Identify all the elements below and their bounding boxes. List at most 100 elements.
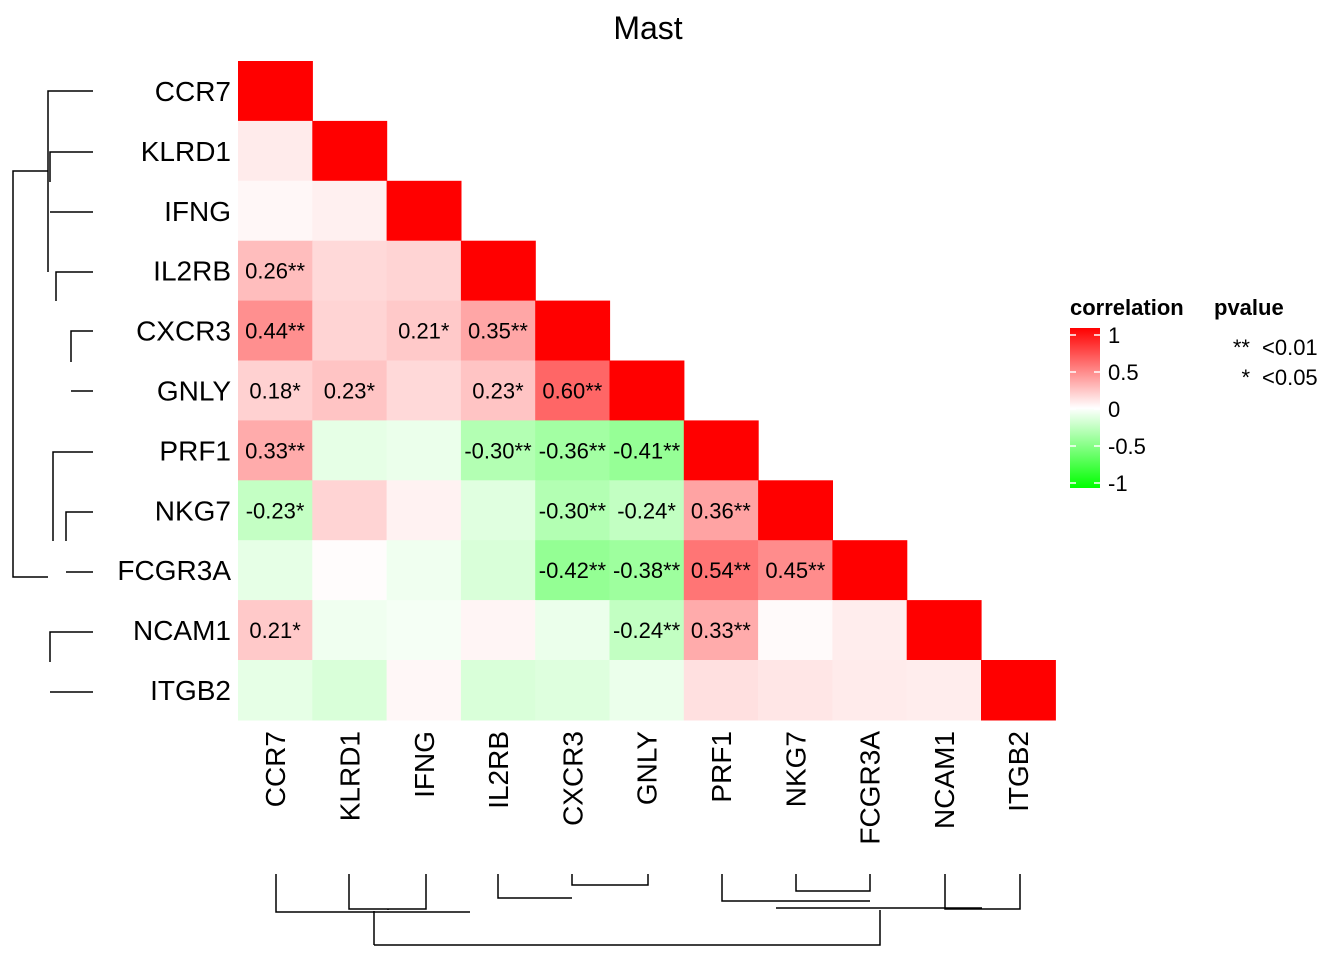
chart-title: Mast: [613, 10, 682, 46]
cell-value-label: -0.24*: [617, 498, 676, 523]
row-label: FCGR3A: [117, 555, 231, 586]
cell-value-label: 0.18*: [249, 378, 301, 403]
heatmap-cell: [758, 660, 833, 721]
heatmap-cell: [312, 300, 388, 362]
row-label: PRF1: [159, 435, 231, 466]
heatmap-cell: [460, 360, 536, 421]
legend-tick-label: 0.5: [1108, 360, 1139, 385]
cell-value-label: -0.36**: [539, 438, 607, 463]
legend-tick-label: 1: [1108, 323, 1120, 348]
heatmap-cell: [312, 180, 388, 242]
heatmap-cell: [386, 660, 462, 721]
heatmap-cell: [535, 600, 611, 661]
heatmap-cell: [238, 600, 313, 661]
heatmap-cell: [238, 660, 313, 721]
heatmap-cell: [758, 480, 833, 541]
row-label: NKG7: [155, 495, 231, 526]
heatmap-cell: [238, 480, 313, 541]
cell-value-label: -0.24**: [613, 618, 681, 643]
heatmap-cell: [609, 660, 685, 721]
heatmap-cell: [535, 360, 611, 421]
heatmap-cell: [386, 480, 462, 541]
heatmap-cell: [832, 540, 908, 601]
cell-value-label: 0.33**: [691, 618, 751, 643]
pvalue-label: <0.05: [1262, 365, 1318, 390]
row-label: GNLY: [157, 375, 231, 406]
heatmap-cell: [609, 600, 685, 661]
heatmap-cell: [535, 660, 611, 721]
heatmap-cell: [683, 660, 759, 721]
row-label: CCR7: [155, 76, 231, 107]
heatmap-cell: [609, 540, 685, 601]
heatmap-cell: [460, 300, 536, 362]
heatmap-cell: [238, 360, 313, 421]
pvalue-symbol: *: [1241, 365, 1250, 390]
heatmap-cell: [460, 420, 536, 481]
heatmap-cell: [386, 240, 462, 302]
column-label: GNLY: [632, 731, 663, 805]
legend-tick-label: 0: [1108, 397, 1120, 422]
heatmap-cell: [535, 540, 611, 601]
heatmap-cell: [238, 61, 313, 122]
heatmap-cell: [832, 660, 908, 721]
heatmap-cell: [312, 600, 388, 661]
row-labels: CCR7 KLRD1 IFNG IL2RB CXCR3 GNLY PRF1 NKG7 FCGR3…: [117, 76, 231, 706]
column-label: NCAM1: [929, 731, 960, 829]
heatmap-cell: [758, 600, 833, 661]
heatmap-cell: [386, 300, 462, 362]
row-dendrogram: [12, 90, 93, 693]
heatmap-cell: [312, 360, 388, 421]
column-label: PRF1: [706, 731, 737, 803]
heatmap-cell: [460, 600, 536, 661]
pvalue-legend: pvalue ** <0.01 * <0.05: [1214, 295, 1318, 390]
heatmap-cell: [238, 300, 313, 362]
cell-value-label: 0.36**: [691, 498, 751, 523]
row-label: CXCR3: [136, 316, 231, 347]
heatmap-cell: [312, 480, 388, 541]
heatmap-cell: [386, 360, 462, 421]
heatmap-cell: [386, 540, 462, 601]
cell-value-label: 0.21*: [398, 319, 450, 344]
heatmap-cell: [832, 600, 908, 661]
cell-value-label: -0.23*: [246, 498, 305, 523]
column-label: CCR7: [260, 731, 291, 807]
legend-tick-label: -1: [1108, 471, 1128, 496]
heatmap-cell: [683, 480, 759, 541]
column-label: CXCR3: [557, 731, 588, 826]
heatmap-cell: [535, 420, 611, 481]
heatmap-cells: 0.26** 0.44** 0.21* 0.35** 0.18* 0.23* 0.23* 0.…: [238, 61, 1056, 721]
cell-value-label: -0.42**: [539, 558, 607, 583]
cell-value-label: -0.30**: [539, 498, 607, 523]
pvalue-label: <0.01: [1262, 335, 1318, 360]
heatmap-cell: [758, 540, 833, 601]
row-label: KLRD1: [141, 136, 231, 167]
heatmap-cell: [460, 540, 536, 601]
heatmap-cell: [460, 480, 536, 541]
heatmap-cell: [238, 180, 313, 242]
heatmap-cell: [906, 660, 982, 721]
cell-value-label: 0.54**: [691, 558, 751, 583]
heatmap-cell: [312, 540, 388, 601]
cell-value-label: 0.23*: [324, 378, 376, 403]
heatmap-cell: [238, 540, 313, 601]
column-label: ITGB2: [1003, 731, 1034, 812]
row-label: IFNG: [164, 196, 231, 227]
column-label: IL2RB: [483, 731, 514, 809]
heatmap-cell: [386, 180, 462, 242]
heatmap-cell: [386, 420, 462, 481]
heatmap-cell: [609, 420, 685, 481]
row-label: IL2RB: [153, 256, 231, 287]
cell-value-label: 0.60**: [542, 378, 602, 403]
correlation-legend: correlation 1 0.5 0 -0.5 -1: [1070, 295, 1184, 496]
pvalue-legend-title: pvalue: [1214, 295, 1284, 320]
heatmap-cell: [238, 420, 313, 481]
heatmap-cell: [238, 120, 313, 182]
cell-value-label: -0.38**: [613, 558, 681, 583]
heatmap-cell: [238, 240, 313, 302]
heatmap-cell: [906, 600, 982, 661]
row-label: ITGB2: [150, 675, 231, 706]
cell-value-label: 0.45**: [765, 558, 825, 583]
legend-tick-label: -0.5: [1108, 434, 1146, 459]
cell-value-label: 0.26**: [245, 259, 305, 284]
